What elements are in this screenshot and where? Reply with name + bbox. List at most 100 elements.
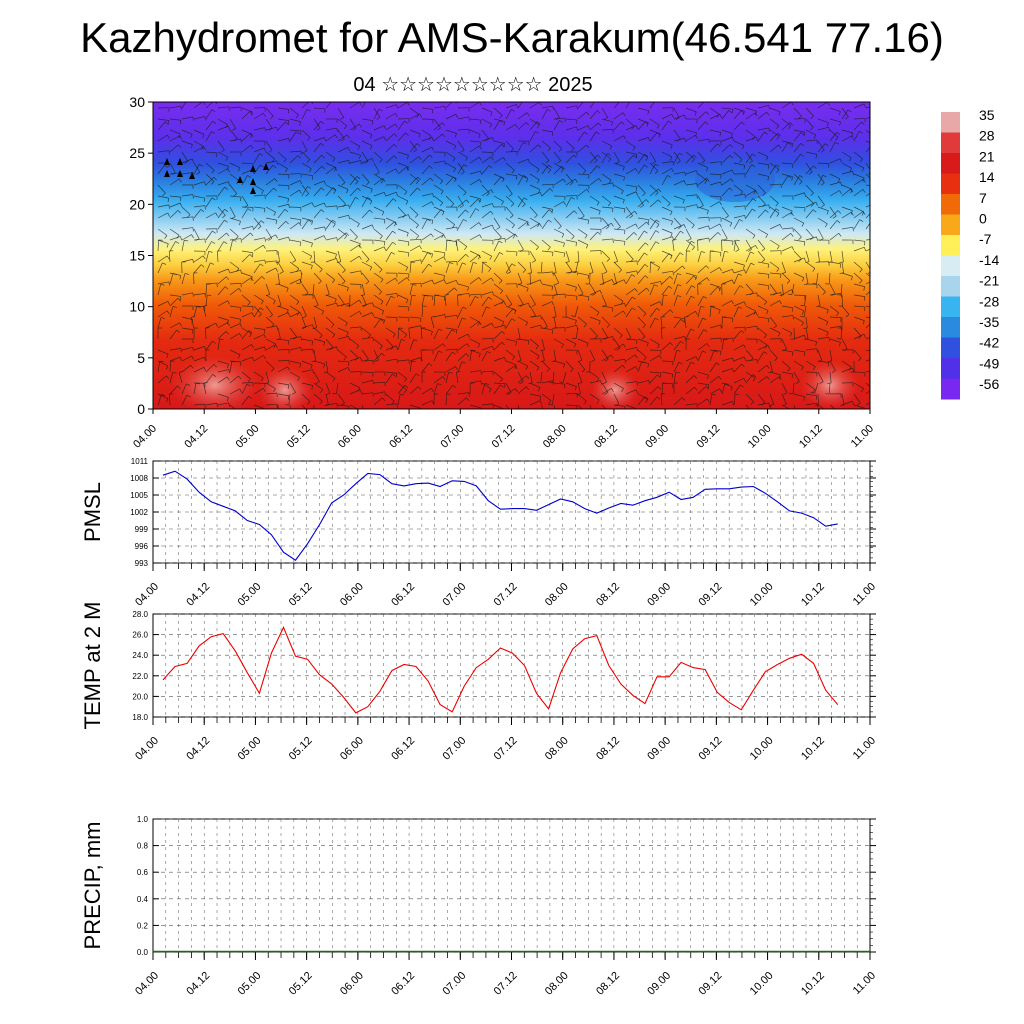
wind-barb <box>661 206 673 212</box>
wind-barb <box>157 393 169 399</box>
wind-barb <box>805 327 809 339</box>
wind-barb-feather <box>696 183 698 188</box>
wind-barb-feather <box>506 271 511 274</box>
wind-barb-feather <box>874 146 876 150</box>
wind-barb-feather <box>864 247 867 252</box>
wind-barb <box>685 375 695 384</box>
wind-barb <box>661 276 671 285</box>
wind-barb <box>709 388 720 395</box>
wind-barb-feather <box>176 329 180 333</box>
wind-barb-feather <box>656 307 661 311</box>
wind-barb-feather <box>371 312 374 317</box>
wind-barb <box>517 122 527 131</box>
wind-barb-feather <box>836 220 841 224</box>
wind-barb-feather <box>738 306 743 309</box>
wind-barb-feather <box>406 166 410 171</box>
wind-barb-feather <box>718 309 721 314</box>
wind-barb-feather <box>696 204 698 209</box>
wind-barb-feather <box>705 265 710 269</box>
wind-barb <box>265 344 276 351</box>
wind-barb <box>169 393 171 406</box>
wind-barb-feather <box>215 323 218 327</box>
wind-barb-feather <box>380 179 384 184</box>
wind-barb-feather <box>815 395 818 400</box>
wind-barb <box>373 162 380 173</box>
wind-barb <box>817 316 829 323</box>
wind-barb-feather <box>406 277 410 281</box>
wind-barb <box>157 281 169 285</box>
wind-barb <box>685 134 696 142</box>
wind-barb <box>541 360 550 370</box>
wind-barb <box>241 384 248 395</box>
wind-barb-feather <box>523 142 527 145</box>
wind-barb-feather <box>803 396 806 401</box>
wind-barb-feather <box>536 168 540 173</box>
wind-barb <box>781 272 791 281</box>
wind-barb <box>577 102 584 109</box>
wind-barb-feather <box>826 122 829 127</box>
wind-barb-feather <box>558 148 563 152</box>
wind-barb <box>433 133 443 142</box>
wind-barb-feather <box>303 150 308 153</box>
wind-barb-feather <box>227 168 230 173</box>
wind-barb-feather <box>347 147 350 152</box>
wind-barb-feather <box>263 147 267 152</box>
wind-barb-feather <box>468 116 470 121</box>
wind-barb <box>289 180 301 186</box>
wind-barb-feather <box>669 342 674 346</box>
colorbar-label: 21 <box>979 148 995 164</box>
wind-barb-feather <box>478 222 482 226</box>
wind-barb <box>853 393 861 404</box>
wind-barb <box>613 112 624 120</box>
wind-barb <box>493 176 502 186</box>
wind-barb-feather <box>396 359 398 364</box>
wind-barb <box>709 114 721 120</box>
wind-barb <box>853 294 865 297</box>
wind-barb <box>721 268 733 274</box>
wind-barb-feather <box>780 292 782 297</box>
wind-barb-feather <box>695 311 698 315</box>
wind-barb <box>865 390 870 395</box>
wind-barb-feather <box>705 111 710 115</box>
x-tick-label: 09.12 <box>697 735 725 763</box>
wind-barb-feather <box>863 334 866 338</box>
wind-barb <box>325 302 337 307</box>
wind-barb-feather <box>635 186 638 191</box>
wind-barb <box>577 125 589 131</box>
wind-barb-feather <box>478 254 482 259</box>
wind-barb <box>841 250 844 262</box>
wind-barb-feather <box>598 178 602 182</box>
wind-barb-feather <box>479 179 482 184</box>
colorbar-label: 0 <box>979 211 987 227</box>
wind-barb-feather <box>810 192 814 196</box>
wind-barb-feather <box>166 243 169 248</box>
wind-barb <box>289 278 301 285</box>
wind-barb-feather <box>356 345 360 350</box>
wind-barb-feather <box>507 392 512 395</box>
wind-barb <box>229 238 241 241</box>
wind-barb <box>469 179 480 186</box>
wind-barb <box>361 140 373 146</box>
wind-barb-feather <box>622 199 625 204</box>
wind-barb <box>289 217 301 221</box>
wind-barb <box>241 254 251 263</box>
wind-barb-feather <box>463 219 467 222</box>
wind-barb <box>817 195 825 206</box>
wind-barb <box>637 137 649 142</box>
wind-barb <box>589 380 601 384</box>
wind-barb <box>553 117 565 120</box>
wind-barb-feather <box>752 198 757 202</box>
wind-barb-feather <box>571 271 576 274</box>
wind-barb-feather <box>877 369 878 373</box>
wind-barb <box>409 316 421 319</box>
wind-barb-feather <box>635 223 638 228</box>
wind-barb-feather <box>204 293 206 298</box>
wind-barb-feather <box>478 145 482 150</box>
wind-barb <box>817 327 829 333</box>
wind-barb <box>817 283 826 293</box>
wind-barb <box>289 239 301 243</box>
wind-barb <box>709 129 721 133</box>
wind-barb-feather <box>249 333 252 338</box>
x-tick-label: 09.12 <box>695 423 723 451</box>
wind-barb-feather <box>730 386 733 391</box>
